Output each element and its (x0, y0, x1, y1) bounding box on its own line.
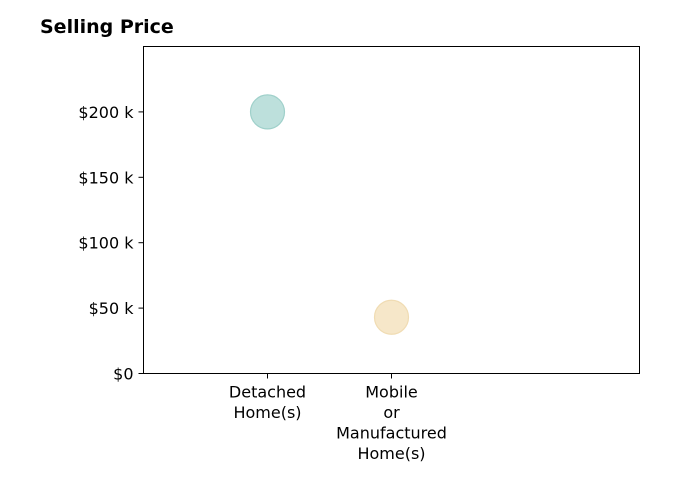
y-tick-label: $200 k (78, 103, 134, 122)
x-tick-label: Mobile or Manufactured Home(s) (336, 383, 447, 464)
data-point (249, 94, 286, 130)
x-tick-label: Detached Home(s) (229, 383, 306, 423)
chart-title: Selling Price (40, 16, 174, 38)
x-tick-label-line: Detached (229, 383, 306, 402)
x-tick-label-line: or (383, 403, 400, 422)
data-points (249, 94, 410, 335)
x-axis: Detached Home(s)Mobile or Manufactured Home(… (229, 373, 447, 464)
y-tick-label: $50 k (89, 299, 135, 318)
y-axis: $0 $50 k $100 k $150 k $200 k (78, 103, 144, 384)
x-tick-label-line: Manufactured (336, 424, 447, 443)
y-tick-label: $0 (113, 365, 133, 384)
x-tick-label-line: Home(s) (357, 444, 425, 463)
y-tick-label: $150 k (78, 168, 134, 187)
x-tick-label-line: Home(s) (233, 403, 301, 422)
x-tick-label-line: Mobile (365, 383, 417, 402)
y-tick-label: $100 k (78, 234, 134, 253)
data-point (373, 299, 410, 335)
